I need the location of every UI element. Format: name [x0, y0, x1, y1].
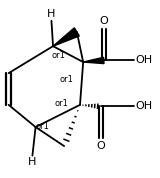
Text: O: O — [99, 16, 108, 26]
Text: or1: or1 — [52, 51, 65, 60]
Polygon shape — [53, 28, 79, 46]
Text: H: H — [28, 157, 37, 167]
Text: OH: OH — [136, 56, 153, 66]
Text: H: H — [47, 9, 56, 19]
Polygon shape — [83, 57, 104, 64]
Text: or1: or1 — [55, 98, 68, 108]
Text: O: O — [96, 141, 105, 151]
Text: or1: or1 — [59, 75, 73, 84]
Text: or1: or1 — [36, 122, 49, 131]
Text: OH: OH — [136, 101, 153, 111]
